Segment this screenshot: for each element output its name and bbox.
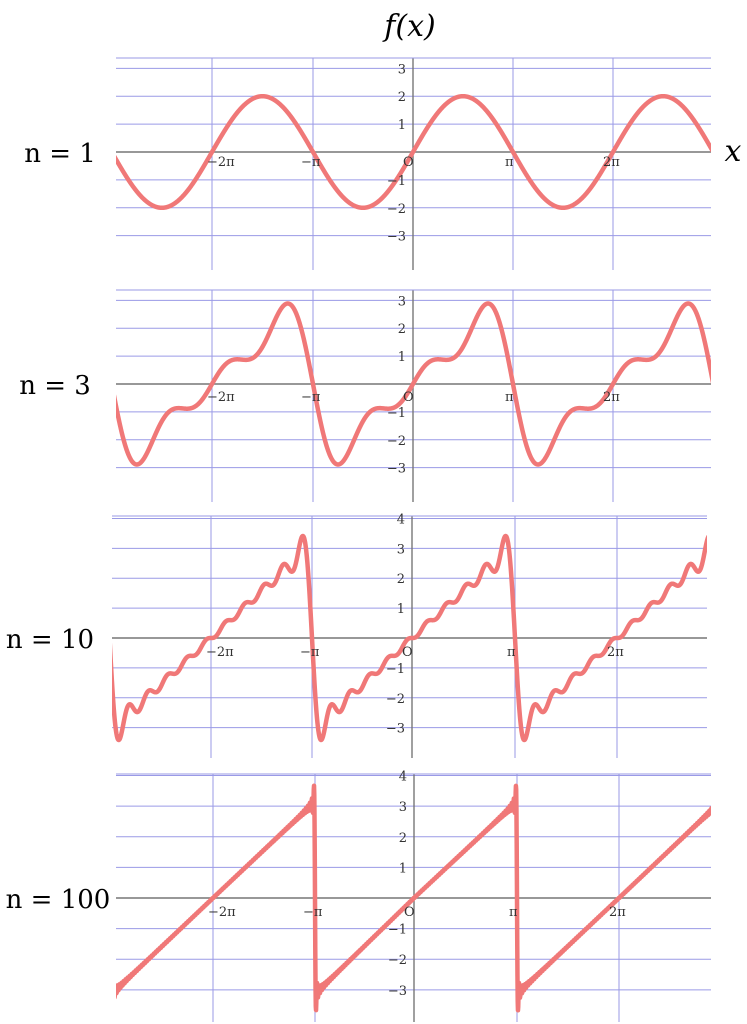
x-tick-label: O bbox=[403, 155, 414, 170]
series-line-n-3 bbox=[116, 301, 711, 467]
y-tick-label: 2 bbox=[398, 322, 406, 337]
series-line-n-10 bbox=[112, 533, 707, 743]
x-tick-label: π bbox=[505, 155, 514, 170]
y-tick-label: 1 bbox=[397, 602, 405, 617]
x-tick-label: π bbox=[509, 905, 518, 920]
y-tick-label: −3 bbox=[388, 984, 407, 999]
y-tick-label: 1 bbox=[398, 350, 406, 365]
x-tick-label: −π bbox=[301, 155, 321, 170]
panel-label: n = 1 bbox=[24, 139, 96, 169]
y-tick-label: 3 bbox=[398, 294, 406, 309]
x-tick-label: O bbox=[404, 905, 415, 920]
x-tick-label: −2π bbox=[207, 155, 235, 170]
x-tick-label: −π bbox=[303, 905, 323, 920]
x-tick-label: −2π bbox=[208, 905, 236, 920]
series-line-n-100 bbox=[116, 783, 711, 1013]
figure-title: f(x) bbox=[382, 9, 435, 44]
y-tick-label: 3 bbox=[398, 62, 406, 77]
x-tick-label: −2π bbox=[207, 390, 235, 405]
y-tick-label: −2 bbox=[387, 202, 406, 217]
x-tick-label: 2π bbox=[603, 155, 620, 170]
y-tick-label: −1 bbox=[387, 174, 406, 189]
x-tick-label: π bbox=[507, 645, 516, 660]
y-tick-label: −1 bbox=[388, 923, 407, 938]
x-tick-label: 2π bbox=[609, 905, 626, 920]
y-tick-label: 2 bbox=[398, 90, 406, 105]
y-tick-label: −2 bbox=[388, 953, 407, 968]
y-tick-label: 1 bbox=[398, 118, 406, 133]
y-tick-label: −3 bbox=[386, 722, 405, 737]
y-tick-label: −1 bbox=[386, 662, 405, 677]
y-tick-label: 3 bbox=[399, 800, 407, 815]
x-tick-label: O bbox=[403, 390, 414, 405]
y-tick-label: 2 bbox=[397, 572, 405, 587]
y-tick-label: 1 bbox=[399, 861, 407, 876]
x-tick-label: O bbox=[402, 645, 413, 660]
x-tick-label: 2π bbox=[603, 390, 620, 405]
y-tick-label: 2 bbox=[399, 831, 407, 846]
y-tick-label: −3 bbox=[387, 462, 406, 477]
y-tick-label: 3 bbox=[397, 542, 405, 557]
x-tick-label: −π bbox=[301, 390, 321, 405]
x-tick-label: 2π bbox=[607, 645, 624, 660]
x-tick-label: −π bbox=[300, 645, 320, 660]
x-axis-label: x bbox=[725, 134, 742, 169]
series-line-n-1 bbox=[116, 93, 711, 211]
y-tick-label: −1 bbox=[387, 406, 406, 421]
y-tick-label: −2 bbox=[387, 434, 406, 449]
x-tick-label: −2π bbox=[206, 645, 234, 660]
y-tick-label: 4 bbox=[399, 770, 407, 785]
y-tick-label: −3 bbox=[387, 230, 406, 245]
y-tick-label: 4 bbox=[397, 512, 405, 527]
panel-label: n = 10 bbox=[6, 625, 94, 655]
x-tick-label: π bbox=[505, 390, 514, 405]
y-tick-label: −2 bbox=[386, 692, 405, 707]
panel-label: n = 100 bbox=[6, 885, 111, 915]
panel-label: n = 3 bbox=[19, 371, 91, 401]
